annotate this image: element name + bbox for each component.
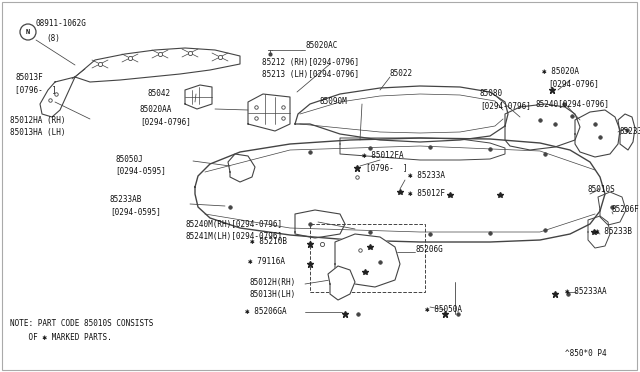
Text: 85206G: 85206G: [415, 246, 443, 254]
Text: 85241M(LH)[0294-0796]: 85241M(LH)[0294-0796]: [185, 232, 282, 241]
Polygon shape: [248, 94, 290, 131]
Text: [0294-0796]: [0294-0796]: [480, 102, 531, 110]
Text: OF ✱ MARKED PARTS.: OF ✱ MARKED PARTS.: [10, 333, 112, 341]
Polygon shape: [328, 266, 355, 300]
Text: 85212 (RH)[0294-0796]: 85212 (RH)[0294-0796]: [262, 58, 359, 67]
Text: ✱ 85206GA: ✱ 85206GA: [245, 308, 287, 317]
Text: 85012H(RH): 85012H(RH): [250, 278, 296, 286]
Polygon shape: [335, 234, 400, 287]
Text: 85013F: 85013F: [15, 73, 43, 81]
Text: ✱ 85233B: ✱ 85233B: [595, 228, 632, 237]
Bar: [310, 224, 425, 292]
Text: 85022: 85022: [390, 70, 413, 78]
Text: ✱ 79116A: ✱ 79116A: [248, 257, 285, 266]
Text: 85042: 85042: [148, 90, 171, 99]
Text: 85233AB: 85233AB: [110, 196, 142, 205]
Text: 85090M: 85090M: [320, 97, 348, 106]
Polygon shape: [295, 210, 345, 238]
Text: 85020AA: 85020AA: [140, 106, 172, 115]
Text: (8): (8): [46, 33, 60, 42]
Polygon shape: [340, 138, 505, 160]
Text: 85080: 85080: [480, 90, 503, 99]
Text: [0294-0595]: [0294-0595]: [110, 208, 161, 217]
Text: 85206F: 85206F: [612, 205, 640, 215]
Text: [0294-0796]: [0294-0796]: [548, 80, 599, 89]
Text: ✱ 85020A: ✱ 85020A: [542, 67, 579, 77]
Polygon shape: [195, 138, 605, 242]
Text: ✱ 85210B: ✱ 85210B: [250, 237, 287, 247]
Text: [0796-  ]: [0796- ]: [15, 86, 56, 94]
Polygon shape: [505, 104, 580, 150]
Text: 85010S: 85010S: [588, 186, 616, 195]
Text: N: N: [26, 29, 30, 35]
Text: [0294-0796]: [0294-0796]: [140, 118, 191, 126]
Polygon shape: [575, 110, 620, 157]
Polygon shape: [588, 216, 610, 248]
Polygon shape: [75, 48, 240, 82]
Text: 85013HA (LH): 85013HA (LH): [10, 128, 65, 137]
Text: ✱ 85012F: ✱ 85012F: [408, 189, 445, 199]
Text: ✱ 85233A: ✱ 85233A: [408, 171, 445, 180]
Text: 85240[0294-0796]: 85240[0294-0796]: [536, 99, 610, 109]
Polygon shape: [598, 192, 626, 225]
Polygon shape: [618, 114, 635, 150]
Polygon shape: [185, 85, 212, 109]
Text: NOTE: PART CODE 85010S CONSISTS: NOTE: PART CODE 85010S CONSISTS: [10, 320, 154, 328]
Text: 85020AC: 85020AC: [305, 42, 337, 51]
Polygon shape: [40, 77, 75, 117]
Text: [0796-  ]: [0796- ]: [366, 164, 408, 173]
Polygon shape: [295, 86, 508, 142]
Text: ^850*0 P4: ^850*0 P4: [565, 350, 607, 359]
Text: ✱ 85050A: ✱ 85050A: [425, 305, 462, 314]
Text: ✱ 85233AA: ✱ 85233AA: [565, 288, 607, 296]
Polygon shape: [228, 154, 255, 182]
Text: 85013H(LH): 85013H(LH): [250, 289, 296, 298]
Text: ✱ 85012FA: ✱ 85012FA: [362, 151, 404, 160]
Text: 85240M(RH)[0294-0796]: 85240M(RH)[0294-0796]: [185, 221, 282, 230]
Text: [0294-0595]: [0294-0595]: [115, 167, 166, 176]
Text: 85233: 85233: [620, 128, 640, 137]
Text: 85213 (LH)[0294-0796]: 85213 (LH)[0294-0796]: [262, 70, 359, 78]
Text: 85012HA (RH): 85012HA (RH): [10, 115, 65, 125]
Text: 85050J: 85050J: [115, 154, 143, 164]
Text: 08911-1062G: 08911-1062G: [36, 19, 87, 29]
